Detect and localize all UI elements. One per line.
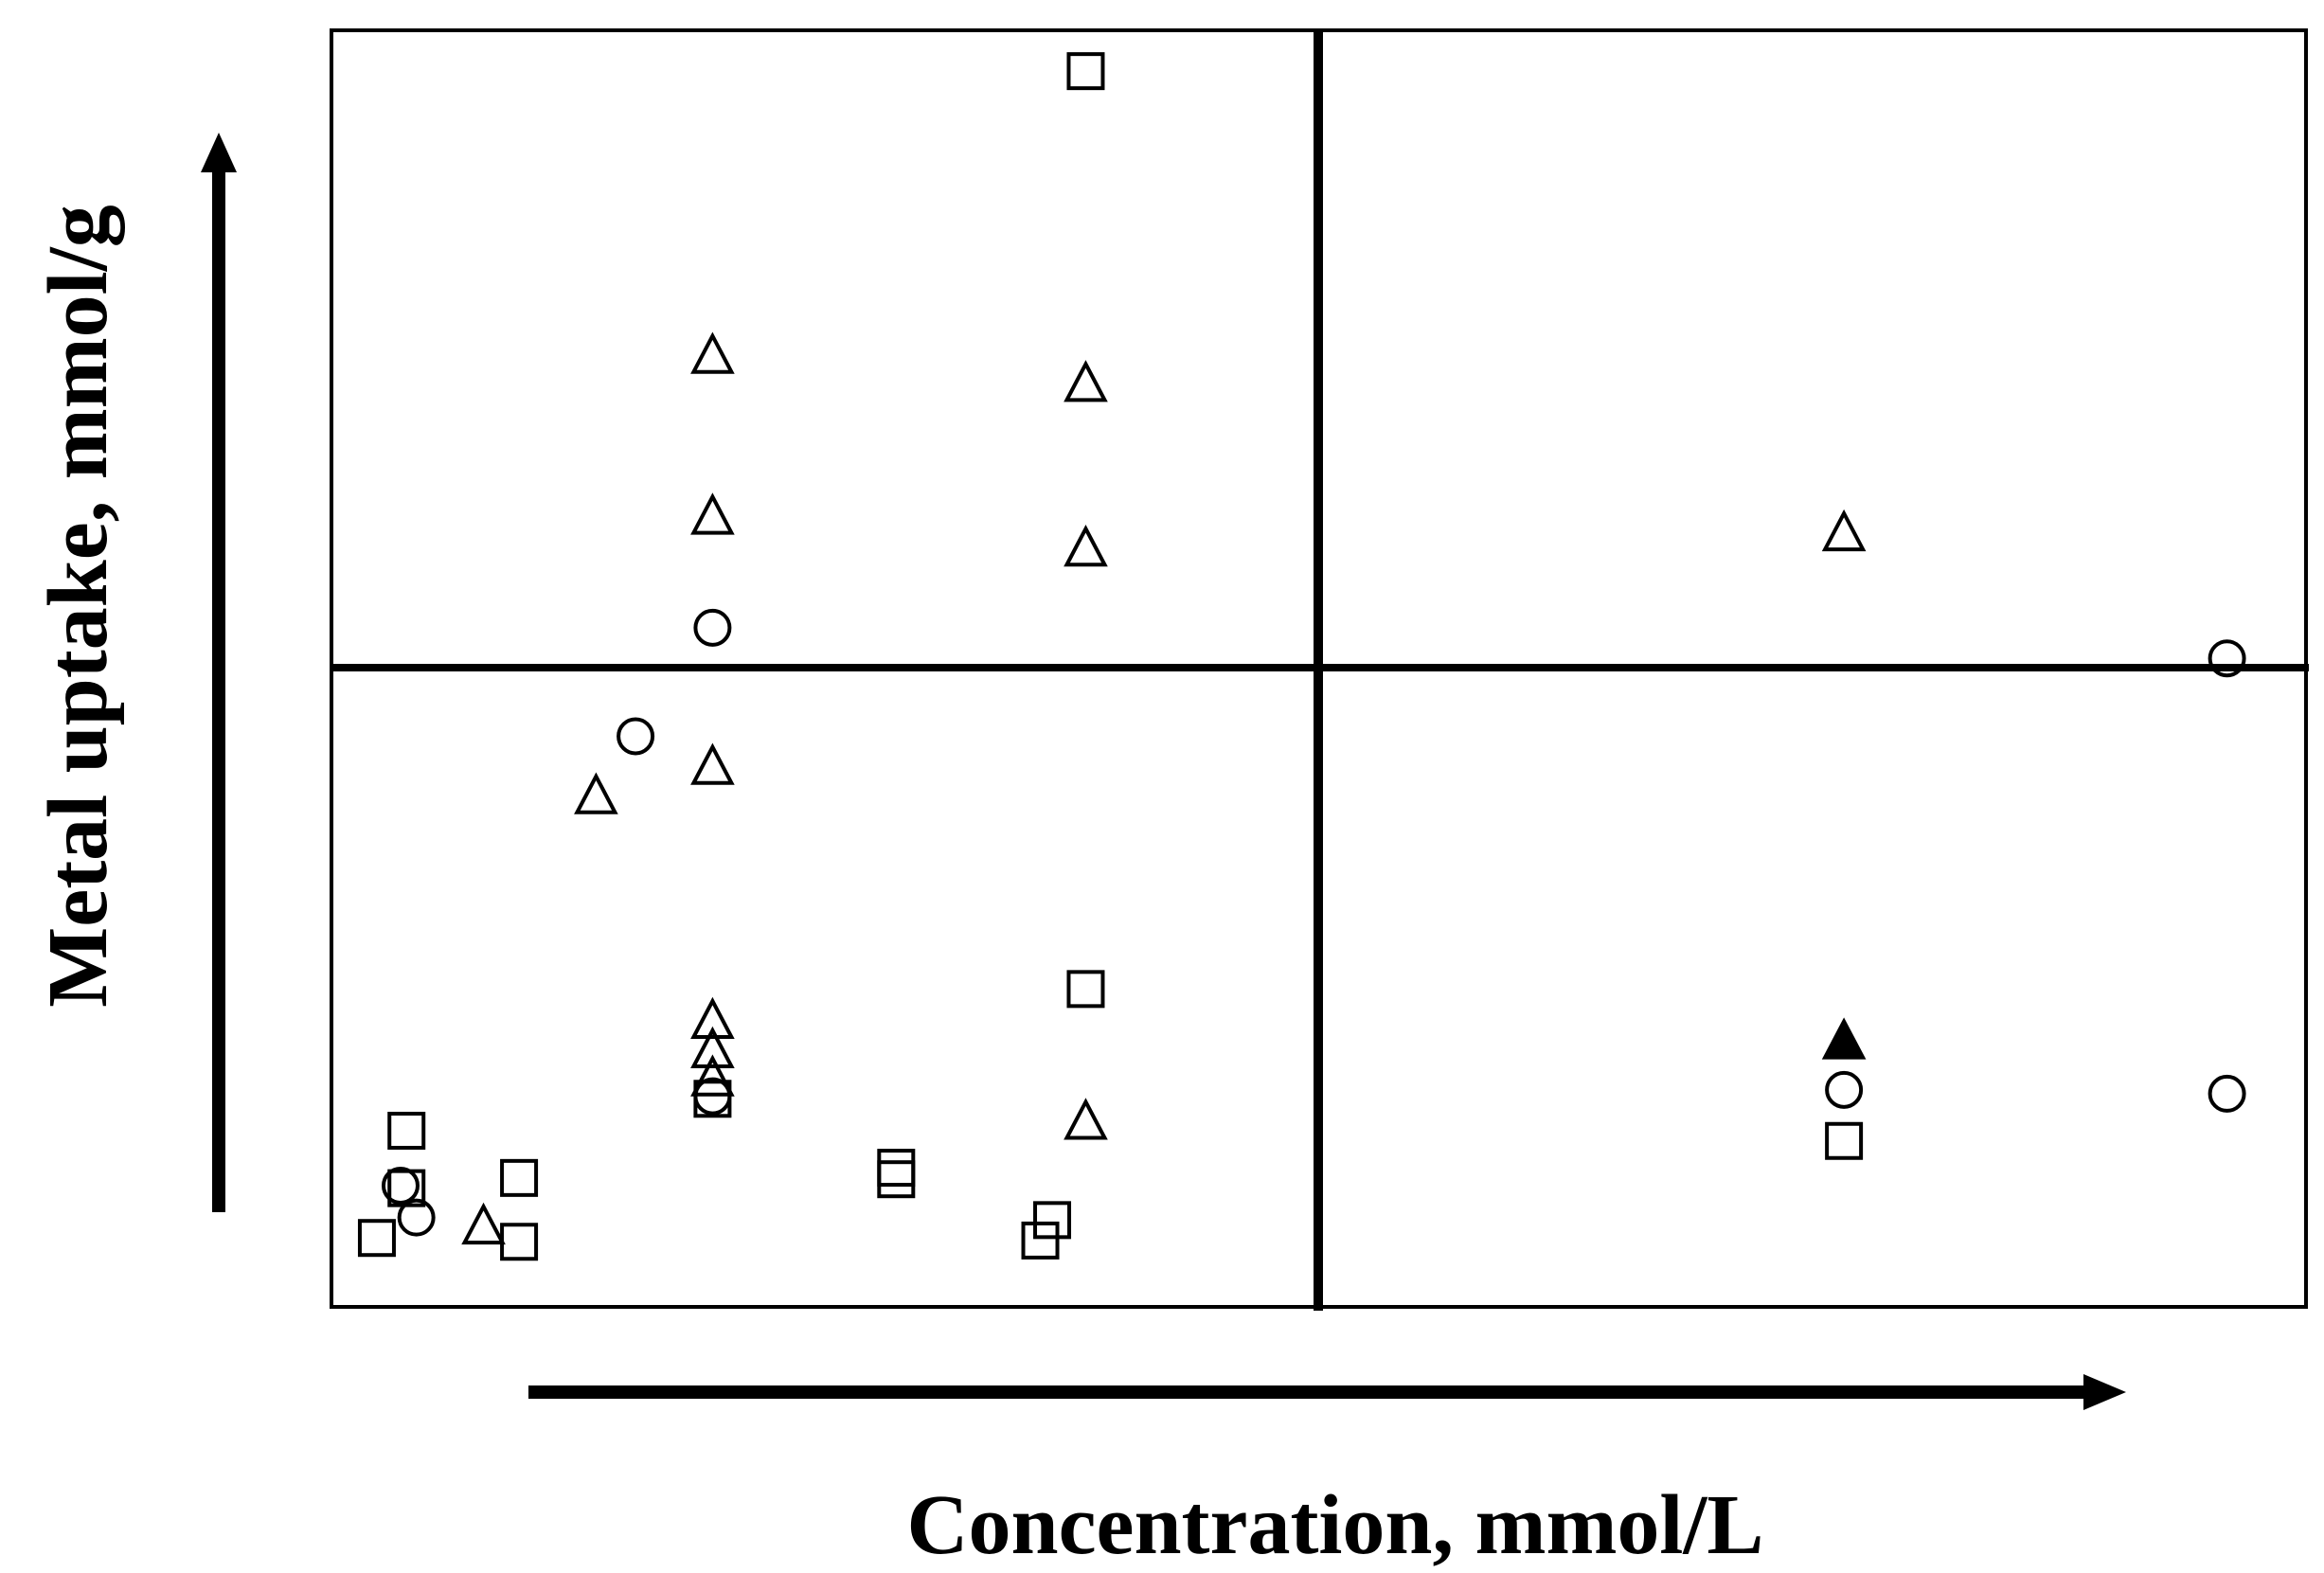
triangle-marker — [1064, 360, 1108, 402]
y-axis-arrow — [201, 133, 237, 1212]
square-marker — [877, 1160, 916, 1199]
data-markers — [357, 52, 2246, 1261]
circle-marker — [2208, 1074, 2246, 1113]
triangle-marker — [461, 1202, 506, 1245]
square-marker — [1021, 1221, 1060, 1260]
square-marker — [877, 1149, 916, 1188]
triangle-marker — [1064, 524, 1108, 567]
circle-marker — [2208, 639, 2246, 678]
circle-marker — [1825, 1070, 1864, 1109]
triangle-marker — [1064, 1098, 1108, 1140]
square-marker — [1033, 1201, 1072, 1240]
x-axis-label: Concentration, mmol/L — [907, 1478, 1764, 1572]
triangle-marker — [574, 772, 618, 814]
triangle-marker — [690, 1026, 735, 1069]
triangle-marker — [690, 331, 735, 374]
circle-marker — [397, 1198, 436, 1237]
triangle-marker — [1821, 509, 1867, 552]
filled-triangle-marker — [1821, 1017, 1867, 1060]
y-axis-label: Metal uptake, mmol/g — [31, 205, 125, 1007]
circle-marker — [617, 717, 655, 756]
square-marker — [1066, 970, 1105, 1009]
square-marker — [500, 1223, 539, 1261]
triangle-marker — [690, 492, 735, 535]
circle-marker — [381, 1166, 420, 1205]
square-marker — [1066, 52, 1105, 91]
square-marker — [500, 1158, 539, 1197]
triangle-marker — [690, 1054, 735, 1097]
square-marker — [387, 1111, 426, 1150]
x-axis-arrow — [528, 1374, 2126, 1410]
triangle-marker — [690, 742, 735, 785]
triangle-marker — [690, 996, 735, 1040]
square-marker — [1825, 1121, 1864, 1160]
circle-marker — [693, 608, 732, 647]
circle-marker — [693, 1077, 732, 1116]
square-marker — [357, 1219, 396, 1258]
